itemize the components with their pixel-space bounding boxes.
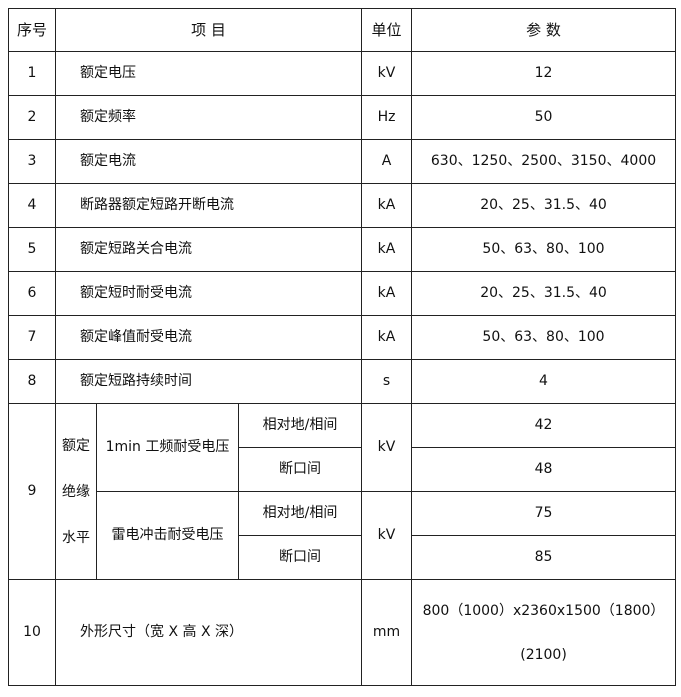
- row-unit: kA: [361, 183, 413, 228]
- table-row: 2 额定频率 Hz 50: [8, 95, 677, 140]
- row-param: 20、25、31.5、40: [411, 271, 677, 316]
- header-item: 项 目: [54, 8, 363, 52]
- row-unit: kA: [361, 227, 413, 272]
- table-row: 6 额定短时耐受电流 kA 20、25、31.5、40: [8, 271, 677, 316]
- row-unit: Hz: [361, 95, 413, 140]
- row-no: 6: [8, 271, 56, 316]
- table-row: 7 额定峰值耐受电流 kA 50、63、80、100: [8, 315, 677, 360]
- sub2-b-value: 85: [411, 535, 677, 580]
- param-line: 800（1000）x2360x1500（1800）: [422, 602, 665, 619]
- header-no: 序号: [8, 8, 56, 52]
- table-row: 5 额定短路关合电流 kA 50、63、80、100: [8, 227, 677, 272]
- row-no: 9: [8, 403, 56, 580]
- sub2-unit: kV: [361, 491, 413, 580]
- row-param: 630、1250、2500、3150、4000: [411, 139, 677, 184]
- row-param: 20、25、31.5、40: [411, 183, 677, 228]
- row-no: 3: [8, 139, 56, 184]
- row-no: 10: [8, 579, 56, 686]
- group-line: 额定: [62, 437, 90, 454]
- table-row-10: 10 外形尺寸（宽 X 高 X 深） mm 800（1000）x2360x150…: [8, 579, 677, 686]
- row9-group: 额定 绝缘 水平: [55, 403, 97, 580]
- table-row: 3 额定电流 A 630、1250、2500、3150、4000: [8, 139, 677, 184]
- table-row-9c: 雷电冲击耐受电压 相对地/相间 kV 75: [9, 491, 677, 580]
- sub1-b-value: 48: [411, 447, 677, 492]
- sub1-unit: kV: [361, 403, 413, 492]
- table-row-9a: 9 额定绝缘水平 1min 工频耐受电压 相对地/相间 kV 42: [8, 403, 677, 580]
- row-item: 额定短时耐受电流: [54, 271, 363, 316]
- spec-table: 序号 项 目 单位 参 数 1 额定电压 kV 12 2 额定频率 Hz 50 3 额定电流 A 63…: [8, 8, 677, 686]
- row-unit: kA: [361, 315, 413, 360]
- table-row: 4 断路器额定短路开断电流 kA 20、25、31.5、40: [8, 183, 677, 228]
- row-item: 外形尺寸（宽 X 高 X 深）: [54, 579, 363, 686]
- row-unit: kA: [361, 271, 413, 316]
- sub1-b-label: 断口间: [237, 447, 363, 492]
- sub2-a-label: 相对地/相间: [237, 491, 363, 536]
- group-line: 水平: [62, 529, 90, 546]
- row-item: 额定电压: [54, 51, 363, 96]
- row-param: 12: [411, 51, 677, 96]
- row-item: 额定短路持续时间: [54, 359, 363, 404]
- row-unit: s: [361, 359, 413, 404]
- table-row: 1 额定电压 kV 12: [8, 51, 677, 96]
- row-no: 8: [8, 359, 56, 404]
- row-no: 5: [8, 227, 56, 272]
- row-no: 1: [8, 51, 56, 96]
- table-row-9d: 断口间 85: [9, 535, 677, 580]
- header-unit: 单位: [361, 8, 413, 52]
- header-row: 序号 项 目 单位 参 数: [8, 8, 677, 52]
- sub1-a-value: 42: [411, 403, 677, 448]
- row-no: 7: [8, 315, 56, 360]
- row-item: 额定频率: [54, 95, 363, 140]
- row-param: 4: [411, 359, 677, 404]
- row-item: 额定短路关合电流: [54, 227, 363, 272]
- sub1-a-label: 相对地/相间: [237, 403, 363, 448]
- row-item: 断路器额定短路开断电流: [54, 183, 363, 228]
- row-unit: mm: [361, 579, 413, 686]
- row-no: 4: [8, 183, 56, 228]
- row-no: 2: [8, 95, 56, 140]
- row-unit: kV: [361, 51, 413, 96]
- param-line: (2100): [520, 646, 567, 663]
- row-item: 额定峰值耐受电流: [54, 315, 363, 360]
- sub2-b-label: 断口间: [237, 535, 363, 580]
- table-row-9b: 断口间 48: [9, 447, 677, 492]
- row-item: 额定电流: [54, 139, 363, 184]
- sub2-a-value: 75: [411, 491, 677, 536]
- group-line: 绝缘: [62, 483, 90, 500]
- row-param: 50、63、80、100: [411, 227, 677, 272]
- table-row: 8 额定短路持续时间 s 4: [8, 359, 677, 404]
- row-unit: A: [361, 139, 413, 184]
- row-param: 800（1000）x2360x1500（1800） (2100): [411, 579, 677, 686]
- sub1-name: 1min 工频耐受电压: [96, 403, 239, 492]
- header-param: 参 数: [411, 8, 677, 52]
- sub2-name: 雷电冲击耐受电压: [96, 491, 239, 580]
- row-param: 50: [411, 95, 677, 140]
- row-param: 50、63、80、100: [411, 315, 677, 360]
